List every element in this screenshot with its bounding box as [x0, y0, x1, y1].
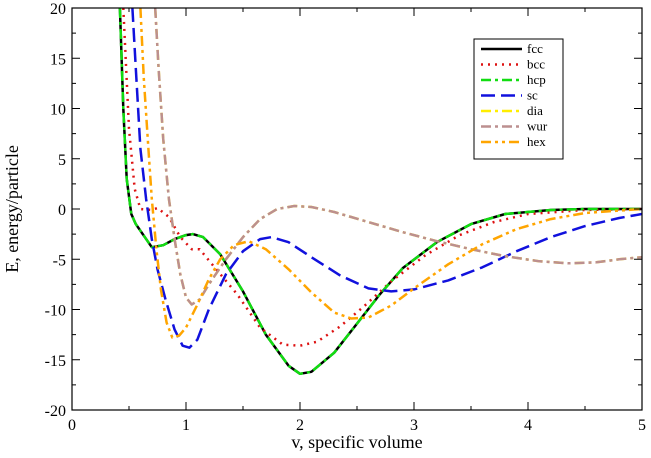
x-tick-label: 0: [68, 417, 76, 434]
series-layer: [118, 8, 642, 376]
legend-label-fcc: fcc: [527, 41, 543, 56]
y-tick-label: 0: [58, 202, 66, 219]
x-tick-label: 1: [182, 417, 190, 434]
series-line-fcc: [118, 8, 642, 376]
series-line-dia: [153, 8, 642, 306]
y-tick-label: -10: [45, 303, 66, 320]
legend-label-dia: dia: [527, 103, 543, 118]
y-tick-label: -15: [45, 353, 66, 370]
y-tick-label: 20: [50, 1, 66, 18]
y-tick-label: 15: [50, 51, 66, 68]
tick-layer: 0 1 2 3 4 5 -20 -15 -10 -5 0 5 10 15 20: [45, 1, 646, 434]
x-tick-label: 2: [296, 417, 304, 434]
series-line-sc: [131, 8, 642, 349]
series-line-hcp: [118, 8, 642, 376]
legend-label-wur: wur: [527, 119, 548, 134]
x-tick-label: 3: [410, 417, 418, 434]
x-axis-title: v, specific volume: [291, 432, 422, 452]
legend-box: [473, 38, 564, 160]
legend-label-sc: sc: [527, 88, 538, 103]
legend-label-hcp: hcp: [527, 72, 546, 87]
x-tick-label: 4: [524, 417, 532, 434]
y-tick-label: 5: [58, 152, 66, 169]
x-tick-label: 5: [638, 417, 646, 434]
y-tick-label: 10: [50, 102, 66, 119]
series-line-hex: [139, 8, 642, 339]
legend-label-bcc: bcc: [527, 57, 545, 72]
legend-label-hex: hex: [527, 134, 546, 149]
y-axis-title: E, energy/particle: [2, 145, 22, 273]
series-line-wur: [153, 8, 642, 306]
y-tick-label: -5: [53, 252, 66, 269]
y-tick-label: -20: [45, 403, 66, 420]
